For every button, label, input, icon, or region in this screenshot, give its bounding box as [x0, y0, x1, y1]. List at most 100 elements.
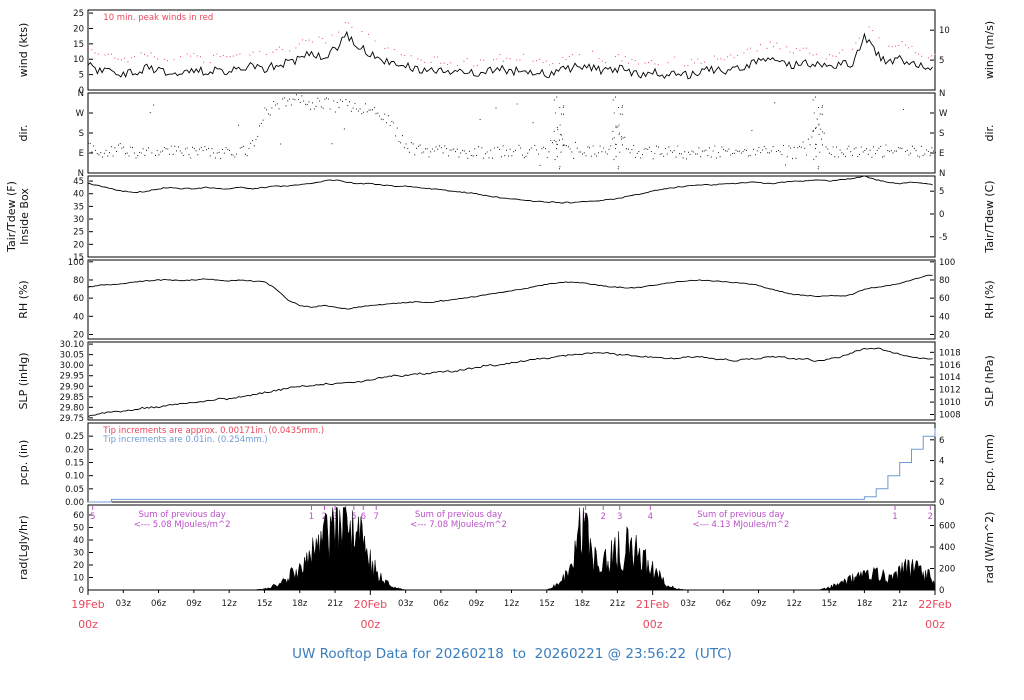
slp-ytick-left: 29.90 [60, 382, 84, 392]
pcp-ytick-left: 0.15 [65, 459, 84, 469]
pcp-ytick-left: 0.10 [65, 472, 84, 482]
rh-ytick-right: 100 [939, 258, 955, 268]
figure-title: UW Rooftop Data for 20260218 to 20260221… [292, 646, 732, 662]
rad-ytick-left: 20 [73, 561, 84, 571]
x-hour-label: 15z [257, 599, 273, 609]
pcp-ytick-left: 0.25 [65, 432, 84, 442]
rh-ytick-left: 80 [73, 276, 84, 286]
slp-ytick-right: 1012 [939, 386, 961, 396]
dir-ytick-left: N [78, 169, 84, 179]
slp-ytick-right: 1016 [939, 361, 961, 371]
rh-label-right: RH (%) [983, 280, 996, 318]
dir-ytick-right: S [939, 129, 944, 139]
x-hour-label: 15z [539, 599, 555, 609]
dir-frame [87, 92, 936, 174]
pcp-ytick-left: 0.20 [65, 445, 84, 455]
x-day-label: 20Feb [354, 598, 387, 611]
wind-ytick-left: 15 [73, 40, 84, 50]
x-hour-label: 18z [574, 599, 590, 609]
x-hour-label: 03z [398, 599, 414, 609]
rad-ytick-left: 60 [73, 511, 84, 521]
radiosonde-marker: 2 [322, 512, 327, 522]
tair-ytick-right: -5 [939, 233, 947, 243]
rh-label-left: RH (%) [17, 280, 30, 318]
slp-ytick-left: 29.80 [60, 403, 84, 413]
slp-ytick-right: 1008 [939, 411, 961, 421]
wind-ytick-left: 25 [73, 9, 84, 19]
x-hour-label: 06z [716, 599, 732, 609]
slp-ytick-left: 29.75 [60, 414, 84, 424]
wind-ytick-left: 5 [79, 71, 84, 81]
slp-ytick-left: 29.95 [60, 372, 84, 382]
x-day-sub-label: 00z [360, 618, 380, 631]
sum-previous-day-value: <--- 5.08 MJoules/m^2 [134, 520, 231, 530]
slp-ytick-left: 30.00 [60, 361, 84, 371]
wind-ytick-left: 10 [73, 55, 84, 65]
dir-ytick-right: W [939, 109, 948, 119]
tair-label-left: Inside Box [18, 188, 31, 245]
x-hour-label: 18z [857, 599, 873, 609]
tair-ytick-right: 5 [939, 187, 944, 197]
slp-ytick-right: 1010 [939, 398, 961, 408]
radiosonde-marker: 5 [90, 512, 95, 522]
wind-ytick-right: 10 [939, 26, 950, 36]
rh-ytick-right: 60 [939, 294, 950, 304]
radiosonde-marker: 5 [351, 512, 356, 522]
slp-ytick-left: 29.85 [60, 393, 84, 403]
dir-ytick-right: N [939, 169, 945, 179]
rh-ytick-right: 20 [939, 330, 950, 340]
wind-label-left: wind (kts) [17, 23, 30, 78]
x-hour-label: 03z [116, 599, 132, 609]
wind-frame [87, 9, 936, 91]
dir-label-right: dir. [983, 124, 996, 141]
rad-label-right: rad (W/m^2) [983, 512, 996, 584]
sum-previous-day-label: Sum of previous day [697, 510, 784, 520]
tair-ytick-left: 40 [73, 190, 84, 200]
dir-ytick-left: E [79, 149, 84, 159]
radiosonde-marker: 4 [648, 512, 653, 522]
pcp-ytick-right: 6 [939, 436, 944, 446]
slp-ytick-left: 30.10 [60, 340, 84, 350]
rad-ytick-right: 200 [939, 565, 955, 575]
rad-ytick-left: 0 [79, 586, 84, 596]
x-axis: 19Feb 00z 03z 06z 09z 12z 15z 18z 21z 20Feb 00z 03z… [71, 590, 952, 631]
rh-ytick-left: 60 [73, 294, 84, 304]
x-hour-label: 15z [821, 599, 837, 609]
radiosonde-marker: 3 [332, 512, 337, 522]
pcp-ytick-left: 0.00 [65, 498, 84, 508]
rad-ytick-left: 40 [73, 536, 84, 546]
x-day-sub-label: 00z [925, 618, 945, 631]
dir-ytick-right: E [939, 149, 944, 159]
tair-label-left: Tair/Tdew (F) [5, 181, 18, 253]
tair-ytick-left: 25 [73, 228, 84, 238]
pcp-ytick-right: 0 [939, 498, 944, 508]
x-hour-label: 21z [892, 599, 908, 609]
x-day-sub-label: 00z [78, 618, 98, 631]
x-hour-label: 18z [292, 599, 308, 609]
rad-ytick-right: 400 [939, 543, 955, 553]
wind-annotation: 10 min. peak winds in red [103, 13, 213, 23]
x-hour-label: 09z [751, 599, 767, 609]
sea-level-pressure-line [87, 347, 933, 418]
rh-ytick-left: 40 [73, 312, 84, 322]
tair-ytick-left: 30 [73, 215, 84, 225]
x-hour-label: 12z [504, 599, 520, 609]
pcp-annotation: Tip increments are 0.01in. (0.254mm.) [102, 435, 267, 445]
panel-slp: 29.7529.8029.8529.9029.9530.0030.0530.10… [17, 340, 996, 424]
slp-ytick-right: 1018 [939, 348, 961, 358]
x-day-sub-label: 00z [643, 618, 663, 631]
rad-ytick-right: 600 [939, 522, 955, 532]
slp-frame [87, 341, 936, 421]
dir-ytick-right: N [939, 89, 945, 99]
x-day-label: 19Feb [71, 598, 104, 611]
air-temperature-line [87, 175, 933, 204]
sum-previous-day-label: Sum of previous day [415, 510, 502, 520]
radiosonde-marker: 2 [928, 512, 933, 522]
x-hour-label: 21z [327, 599, 343, 609]
radiosonde-marker: 7 [374, 512, 379, 522]
wind-speed-line [87, 30, 933, 80]
x-hour-label: 06z [433, 599, 449, 609]
